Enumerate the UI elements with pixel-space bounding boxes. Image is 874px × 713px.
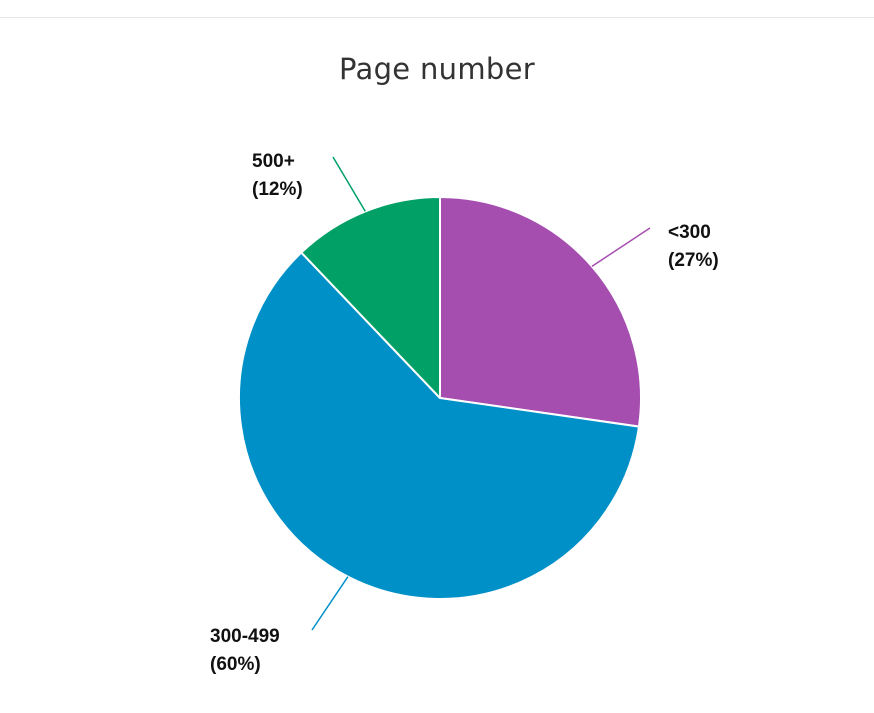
- slice-label-name: <300: [668, 222, 711, 243]
- leader-line-2: [332, 156, 366, 212]
- slice-label-name: 300-499: [210, 626, 280, 647]
- chart-title: Page number: [339, 52, 535, 86]
- slices-layer: [238, 196, 642, 600]
- slice-label-percent: (60%): [210, 654, 261, 675]
- leader-line-1: [311, 576, 349, 631]
- pie-slice-500: [300, 196, 441, 399]
- slice-label-percent: (27%): [668, 250, 719, 271]
- slice-label-percent: (12%): [252, 179, 303, 200]
- leader-line-0: [591, 227, 651, 267]
- pie-slice-300-499: [238, 251, 640, 600]
- slice-label-name: 500+: [252, 151, 295, 172]
- slice-labels-layer: <300 (27%) 300-499 (60%) 500+ (12%): [210, 151, 719, 675]
- leader-lines-layer: [311, 156, 651, 631]
- pie-slice-300: [439, 196, 642, 428]
- top-divider: [0, 17, 874, 18]
